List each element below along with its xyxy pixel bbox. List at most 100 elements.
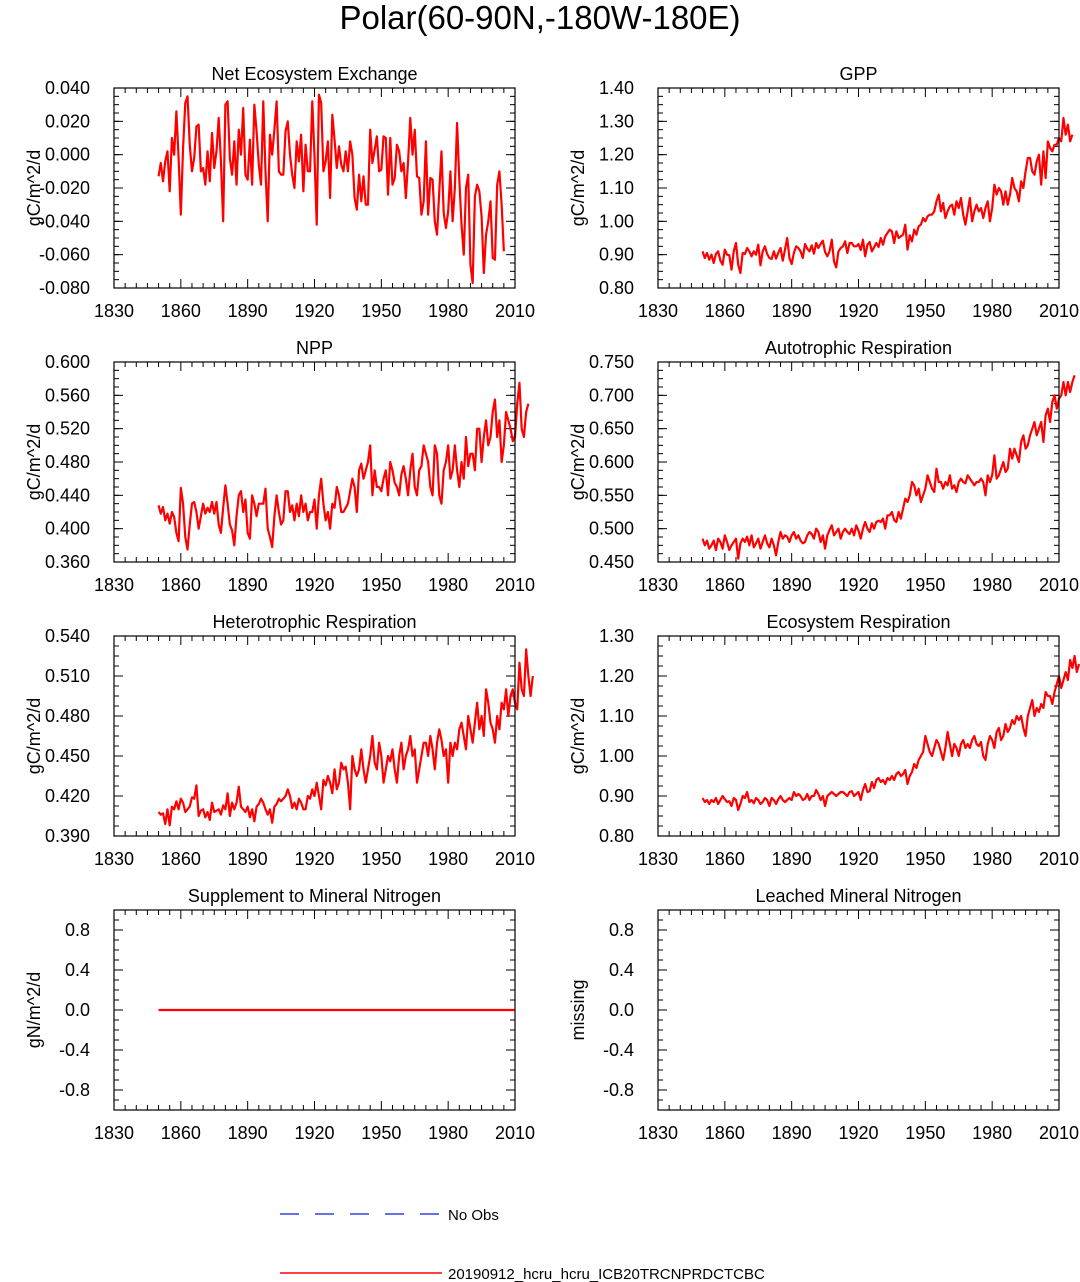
x-tick-label: 1920 xyxy=(838,301,878,321)
x-tick-label: 2010 xyxy=(495,849,535,869)
y-tick-label: 0.040 xyxy=(45,78,90,98)
y-tick-label: 0.0 xyxy=(609,1000,634,1020)
x-tick-label: 1980 xyxy=(972,575,1012,595)
x-tick-label: 2010 xyxy=(495,1123,535,1143)
y-axis-label: gC/m^2/d xyxy=(568,150,588,226)
y-tick-label: -0.8 xyxy=(59,1080,90,1100)
y-tick-label: 0.750 xyxy=(589,352,634,372)
x-tick-label: 1890 xyxy=(772,575,812,595)
x-tick-label: 1920 xyxy=(294,1123,334,1143)
x-tick-label: 1860 xyxy=(161,1123,201,1143)
x-tick-label: 1920 xyxy=(838,849,878,869)
y-tick-label: 0.8 xyxy=(65,920,90,940)
plot-frame xyxy=(657,87,1060,289)
plot-frame xyxy=(657,361,1060,563)
x-tick-label: 1950 xyxy=(905,1123,945,1143)
y-tick-label: 0.80 xyxy=(599,826,634,846)
y-tick-label: 0.600 xyxy=(589,452,634,472)
x-tick-label: 1890 xyxy=(772,1123,812,1143)
x-tick-label: 1950 xyxy=(361,1123,401,1143)
x-tick-label: 2010 xyxy=(1039,849,1079,869)
x-tick-label: 1950 xyxy=(361,849,401,869)
y-tick-label: -0.060 xyxy=(39,245,90,265)
y-tick-label: 0.90 xyxy=(599,245,634,265)
y-tick-label: 0.560 xyxy=(45,385,90,405)
x-tick-label: 2010 xyxy=(1039,1123,1079,1143)
y-tick-label: 0.520 xyxy=(45,419,90,439)
x-tick-label: 1980 xyxy=(972,301,1012,321)
y-tick-label: 1.40 xyxy=(599,78,634,98)
y-tick-label: 1.00 xyxy=(599,746,634,766)
x-tick-label: 1860 xyxy=(705,1123,745,1143)
y-tick-label: -0.020 xyxy=(39,178,90,198)
y-tick-label: 0.450 xyxy=(45,746,90,766)
x-tick-label: 1950 xyxy=(905,301,945,321)
x-tick-label: 1830 xyxy=(94,1123,134,1143)
series-line xyxy=(157,381,530,551)
x-tick-label: 1920 xyxy=(294,849,334,869)
y-axis-label: gN/m^2/d xyxy=(24,972,44,1048)
x-tick-label: 1950 xyxy=(361,301,401,321)
plot-frame xyxy=(657,909,1060,1111)
panels: Net Ecosystem Exchange gC/m^2/d 1830 1860 18… xyxy=(24,64,1080,1143)
x-tick-label: 1980 xyxy=(428,849,468,869)
legend: No Obs 20190912_hcru_hcru_ICB20TRCNPRDCT… xyxy=(280,1207,765,1282)
panel-title: NPP xyxy=(296,338,333,358)
panel-title: Heterotrophic Respiration xyxy=(212,612,416,632)
y-tick-label: 0.450 xyxy=(589,552,634,572)
panel-title: GPP xyxy=(839,64,877,84)
y-tick-label: 1.10 xyxy=(599,706,634,726)
y-tick-label: -0.040 xyxy=(39,211,90,231)
x-tick-label: 1890 xyxy=(772,849,812,869)
y-tick-label: 0.420 xyxy=(45,786,90,806)
y-tick-label: 0.000 xyxy=(45,145,90,165)
y-tick-label: 0.80 xyxy=(599,278,634,298)
x-tick-label: 1830 xyxy=(638,575,678,595)
x-tick-label: 1860 xyxy=(705,575,745,595)
x-tick-label: 1950 xyxy=(361,575,401,595)
y-tick-label: 0.020 xyxy=(45,111,90,131)
x-tick-label: 1980 xyxy=(972,1123,1012,1143)
x-tick-label: 1860 xyxy=(161,849,201,869)
x-tick-label: 1980 xyxy=(428,301,468,321)
plot-frame xyxy=(113,909,516,1111)
x-tick-label: 1890 xyxy=(228,575,268,595)
plot-frame xyxy=(657,635,1060,837)
y-tick-label: 1.20 xyxy=(599,666,634,686)
x-tick-label: 1830 xyxy=(638,301,678,321)
x-tick-label: 1860 xyxy=(705,301,745,321)
panel-leached: Leached Mineral Nitrogen missing 1830 1860 1… xyxy=(568,886,1079,1143)
x-tick-label: 1980 xyxy=(972,849,1012,869)
y-axis-label: gC/m^2/d xyxy=(568,698,588,774)
panel-hr: Heterotrophic Respiration gC/m^2/d 1830 186… xyxy=(24,612,535,869)
x-tick-label: 1890 xyxy=(228,301,268,321)
x-tick-label: 1920 xyxy=(838,1123,878,1143)
y-tick-label: 0.440 xyxy=(45,485,90,505)
y-tick-label: 0.4 xyxy=(609,960,634,980)
y-tick-label: 1.20 xyxy=(599,145,634,165)
series-line xyxy=(157,648,534,827)
y-tick-label: 1.30 xyxy=(599,111,634,131)
panel-er: Ecosystem Respiration gC/m^2/d 1830 1860 189… xyxy=(568,612,1080,869)
y-tick-label: 0.600 xyxy=(45,352,90,372)
x-tick-label: 1980 xyxy=(428,1123,468,1143)
y-tick-label: 0.90 xyxy=(599,786,634,806)
panel-title: Leached Mineral Nitrogen xyxy=(755,886,961,906)
panel-title: Supplement to Mineral Nitrogen xyxy=(188,886,441,906)
y-axis-label: missing xyxy=(568,979,588,1040)
y-tick-label: 0.8 xyxy=(609,920,634,940)
panel-title: Net Ecosystem Exchange xyxy=(211,64,417,84)
y-axis-label: gC/m^2/d xyxy=(568,424,588,500)
x-tick-label: 2010 xyxy=(495,575,535,595)
x-tick-label: 1860 xyxy=(161,575,201,595)
x-tick-label: 1920 xyxy=(838,575,878,595)
x-tick-label: 1890 xyxy=(228,1123,268,1143)
y-tick-label: 0.550 xyxy=(589,485,634,505)
y-axis-label: gC/m^2/d xyxy=(24,150,44,226)
series-line xyxy=(701,116,1074,275)
x-tick-label: 1890 xyxy=(228,849,268,869)
x-tick-label: 2010 xyxy=(1039,301,1079,321)
y-tick-label: 0.0 xyxy=(65,1000,90,1020)
x-tick-label: 1950 xyxy=(905,849,945,869)
legend-model-label: 20190912_hcru_hcru_ICB20TRCNPRDCTCBC xyxy=(448,1266,765,1282)
